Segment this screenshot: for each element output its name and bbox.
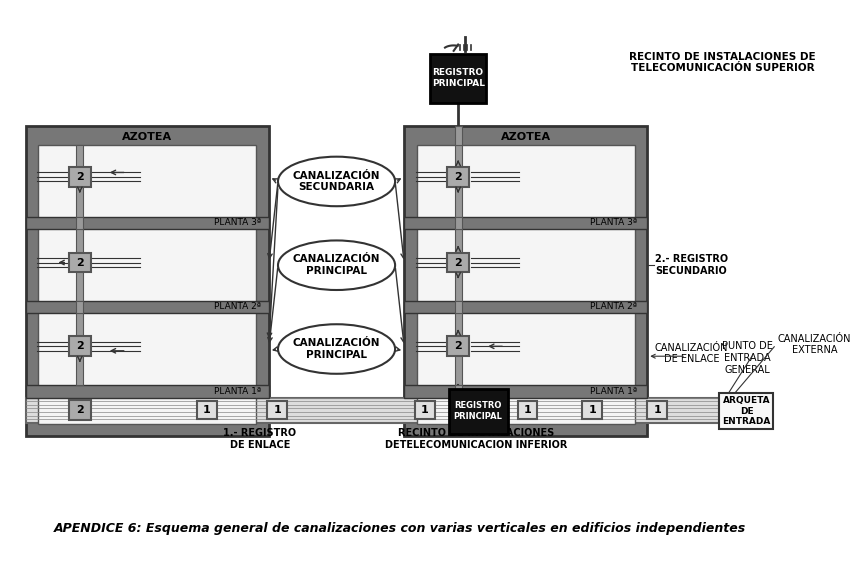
Bar (404, 218, 648, 229)
Text: 1.- REGISTRO
DE ENLACE: 1.- REGISTRO DE ENLACE (224, 428, 297, 450)
Text: CANALIZACIÓN
DE ENLACE: CANALIZACIÓN DE ENLACE (654, 343, 728, 364)
Text: ARQUETA
DE
ENTRADA: ARQUETA DE ENTRADA (722, 396, 771, 426)
Bar (582, 401, 603, 419)
Bar (26, 385, 269, 397)
Bar (455, 229, 462, 301)
Bar (76, 218, 83, 229)
Text: PLANTA 3ª: PLANTA 3ª (214, 218, 261, 227)
Text: 1: 1 (273, 405, 281, 415)
Text: PLANTA 2ª: PLANTA 2ª (590, 302, 637, 311)
Bar (76, 313, 83, 385)
Text: 1: 1 (203, 405, 211, 415)
Bar (26, 397, 764, 423)
Text: PLANTA 2ª: PLANTA 2ª (214, 302, 261, 311)
Bar (69, 336, 91, 356)
Text: CANALIZACIÓN
PRINCIPAL: CANALIZACIÓN PRINCIPAL (292, 255, 380, 276)
Text: 2: 2 (454, 172, 462, 182)
Text: REGISTRO
PRINCIPAL: REGISTRO PRINCIPAL (454, 401, 502, 421)
Bar (447, 336, 469, 356)
Bar (455, 218, 462, 229)
Bar (416, 146, 635, 424)
Text: CANALIZACIÓN
PRINCIPAL: CANALIZACIÓN PRINCIPAL (292, 338, 380, 360)
Bar (447, 167, 469, 187)
Bar (447, 252, 469, 272)
Bar (404, 385, 648, 397)
Bar (267, 401, 287, 419)
Bar (455, 126, 462, 146)
Bar (455, 146, 462, 218)
Text: 2.- REGISTRO
SECUNDARIO: 2.- REGISTRO SECUNDARIO (654, 255, 728, 276)
Bar (404, 301, 648, 313)
Bar (455, 313, 462, 385)
Bar (76, 146, 83, 218)
Bar (404, 126, 648, 436)
Bar (430, 54, 486, 103)
Text: 2: 2 (76, 172, 83, 182)
Text: PLANTA 1ª: PLANTA 1ª (590, 387, 637, 396)
Text: AZOTEA: AZOTEA (501, 132, 551, 142)
Text: CANALIZACIÓN
SECUNDARIA: CANALIZACIÓN SECUNDARIA (292, 171, 380, 192)
Text: 2: 2 (76, 341, 83, 351)
Bar (648, 401, 667, 419)
Text: 2: 2 (454, 258, 462, 268)
Text: 1: 1 (524, 405, 531, 415)
Bar (455, 301, 462, 313)
Bar (197, 401, 217, 419)
Text: PUNTO DE
ENTRADA
GENERAL: PUNTO DE ENTRADA GENERAL (722, 341, 773, 375)
Ellipse shape (278, 324, 395, 374)
Bar (26, 218, 269, 229)
Ellipse shape (278, 240, 395, 290)
Bar (415, 401, 434, 419)
Text: AZOTEA: AZOTEA (122, 132, 173, 142)
Bar (719, 393, 774, 429)
Text: APENDICE 6: Esquema general de canalizaciones con varias verticales en edificios: APENDICE 6: Esquema general de canalizac… (54, 522, 745, 535)
Text: PLANTA 1ª: PLANTA 1ª (214, 387, 261, 396)
Text: REGISTRO
PRINCIPAL: REGISTRO PRINCIPAL (432, 68, 484, 87)
Bar (518, 401, 537, 419)
Text: 1: 1 (588, 405, 596, 415)
Bar (38, 146, 257, 424)
Text: RECINTO DE INSTALACIONES
DETELECOMUNICACION INFERIOR: RECINTO DE INSTALACIONES DETELECOMUNICAC… (385, 428, 567, 450)
Bar (69, 252, 91, 272)
Text: RECINTO DE INSTALACIONES DE
TELECOMUNICACIÓN SUPERIOR: RECINTO DE INSTALACIONES DE TELECOMUNICA… (629, 52, 816, 73)
Bar (69, 167, 91, 187)
Text: 2: 2 (454, 341, 462, 351)
Text: CANALIZACIÓN
EXTERNA: CANALIZACIÓN EXTERNA (778, 333, 850, 355)
Ellipse shape (278, 156, 395, 206)
Text: 2: 2 (76, 405, 83, 415)
Text: 1: 1 (421, 405, 428, 415)
Bar (69, 400, 91, 420)
Bar (449, 389, 507, 434)
Bar (76, 229, 83, 301)
Bar (76, 301, 83, 313)
Text: 2: 2 (76, 258, 83, 268)
Bar (455, 385, 462, 411)
Text: PLANTA 3ª: PLANTA 3ª (590, 218, 637, 227)
Bar (26, 126, 269, 436)
Text: 1: 1 (654, 405, 661, 415)
Bar (26, 301, 269, 313)
